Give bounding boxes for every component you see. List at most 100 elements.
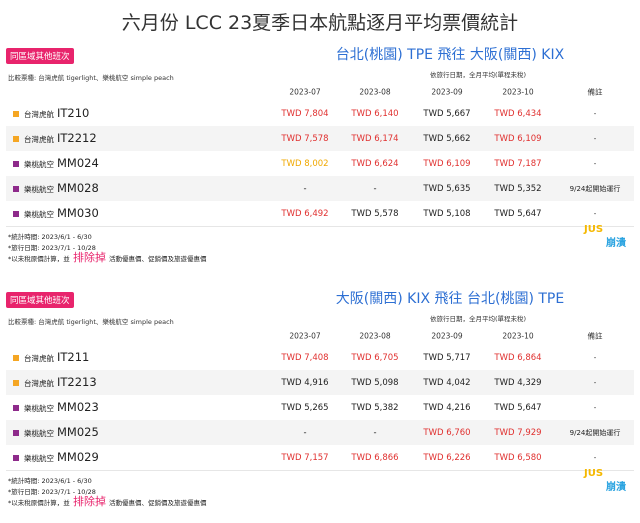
column-header: 2023-08 [359, 331, 391, 341]
section-tag: 同區域其他班次 [6, 292, 74, 308]
column-header: 2023-09 [431, 331, 463, 341]
price-cell: TWD 4,042 [423, 377, 471, 388]
subtitle: 依旅行日期，全月平均(單程未稅) [429, 315, 527, 323]
price-cell: TWD 6,174 [351, 133, 399, 144]
disclaimer: *以未稅原價計算，並 [8, 499, 70, 507]
airline-marker [13, 454, 19, 461]
price-cell: TWD 5,352 [494, 183, 542, 194]
logo: JUS [584, 468, 604, 479]
airline-marker [13, 404, 19, 411]
price-cell: - [593, 209, 597, 218]
price-cell: TWD 6,864 [494, 352, 542, 363]
note: *旅行日期: 2023/7/1 - 10/28 [8, 488, 96, 496]
price-cell: - [593, 134, 597, 143]
price-cell: TWD 6,226 [423, 452, 471, 463]
table-row [6, 445, 634, 471]
price-cell: TWD 5,647 [494, 402, 542, 413]
price-cell: TWD 5,265 [281, 402, 329, 413]
price-cell: TWD 4,329 [494, 377, 542, 388]
airline-name: 台灣虎航 [24, 109, 54, 119]
price-cell: TWD 5,717 [423, 352, 471, 363]
price-cell: - [303, 427, 307, 438]
price-cell: TWD 6,109 [494, 133, 542, 144]
compare-text: 比較票種: 台灣虎航 tigerlight、樂桃航空 simple peach [8, 318, 174, 326]
price-cell: - [593, 378, 597, 387]
table-row [6, 126, 634, 152]
airline-name: 樂桃航空 [24, 453, 54, 463]
compare-text: 比較票種: 台灣虎航 tigerlight、樂桃航空 simple peach [8, 74, 174, 82]
price-cell: TWD 5,662 [423, 133, 471, 144]
price-cell: TWD 5,635 [423, 183, 471, 194]
price-cell: - [373, 183, 377, 194]
note: *旅行日期: 2023/7/1 - 10/28 [8, 244, 96, 252]
airline-name: 樂桃航空 [24, 184, 54, 194]
column-header: 2023-07 [289, 87, 321, 97]
flight-code: MM024 [57, 155, 99, 170]
airline-name: 台灣虎航 [24, 378, 54, 388]
column-header: 備註 [587, 87, 603, 97]
airline-name: 台灣虎航 [24, 134, 54, 144]
column-header: 2023-07 [289, 331, 321, 341]
flight-code: MM028 [57, 180, 99, 195]
flight-code: MM023 [57, 399, 99, 414]
price-cell: TWD 6,705 [351, 352, 399, 363]
column-header: 備註 [587, 331, 603, 341]
price-cell: TWD 6,140 [351, 108, 399, 119]
disclaimer: 活動優惠價、促銷價及旅遊優惠價 [109, 255, 207, 263]
disclaimer: 活動優惠價、促銷價及旅遊優惠價 [109, 499, 207, 507]
price-cell: TWD 6,580 [494, 452, 542, 463]
price-cell: TWD 7,408 [281, 352, 329, 363]
price-cell: - [593, 353, 597, 362]
price-cell: TWD 7,157 [281, 452, 329, 463]
flight-code: MM029 [57, 449, 99, 464]
price-cell: TWD 5,098 [351, 377, 399, 388]
airline-name: 台灣虎航 [24, 353, 54, 363]
flight-code: IT2212 [57, 130, 97, 145]
price-cell: - [593, 453, 597, 462]
airline-marker [13, 110, 19, 117]
subtitle: 依旅行日期，全月平均(單程未稅) [429, 71, 527, 79]
price-cell: 9/24起開始運行 [569, 428, 621, 437]
price-cell: - [593, 159, 597, 168]
price-cell: - [593, 109, 597, 118]
column-header: 2023-10 [502, 87, 534, 97]
disclaimer-highlight: 排除掉 [73, 251, 106, 264]
flight-code: IT210 [57, 105, 90, 120]
price-cell: TWD 7,187 [494, 158, 542, 169]
flight-code: IT2213 [57, 374, 97, 389]
airline-marker [13, 160, 19, 167]
airline-marker [13, 135, 19, 142]
price-cell: TWD 5,647 [494, 208, 542, 219]
column-header: 2023-09 [431, 87, 463, 97]
airline-name: 樂桃航空 [24, 159, 54, 169]
logo: JUS [584, 224, 604, 235]
logo: 崩潰 [606, 238, 626, 249]
disclaimer: *以未稅原價計算，並 [8, 255, 70, 263]
route-title: 大阪(關西) KIX 飛往 台北(桃園) TPE [335, 291, 565, 307]
flight-code: MM025 [57, 424, 99, 439]
price-cell: TWD 6,624 [351, 158, 399, 169]
price-cell: TWD 5,382 [351, 402, 399, 413]
flight-code: MM030 [57, 205, 99, 220]
airline-name: 樂桃航空 [24, 209, 54, 219]
price-cell: TWD 8,002 [281, 158, 329, 169]
airline-marker [13, 429, 19, 436]
price-cell: TWD 5,578 [351, 208, 399, 219]
table-row [6, 201, 634, 227]
price-cell: TWD 7,804 [281, 108, 329, 119]
price-cell: TWD 6,109 [423, 158, 471, 169]
price-cell: TWD 7,929 [494, 427, 542, 438]
price-cell: TWD 6,492 [281, 208, 329, 219]
price-cell: - [593, 403, 597, 412]
price-cell: - [373, 427, 377, 438]
route-title: 台北(桃園) TPE 飛往 大阪(關西) KIX [335, 47, 565, 63]
column-header: 2023-10 [502, 331, 534, 341]
airline-marker [13, 185, 19, 192]
logo: 崩潰 [606, 482, 626, 493]
price-cell: TWD 6,434 [494, 108, 542, 119]
price-cell: 9/24起開始運行 [569, 184, 621, 193]
price-cell: TWD 5,108 [423, 208, 471, 219]
page-title: 六月份 LCC 23夏季日本航點逐月平均票價統計 [121, 12, 519, 34]
airline-marker [13, 379, 19, 386]
